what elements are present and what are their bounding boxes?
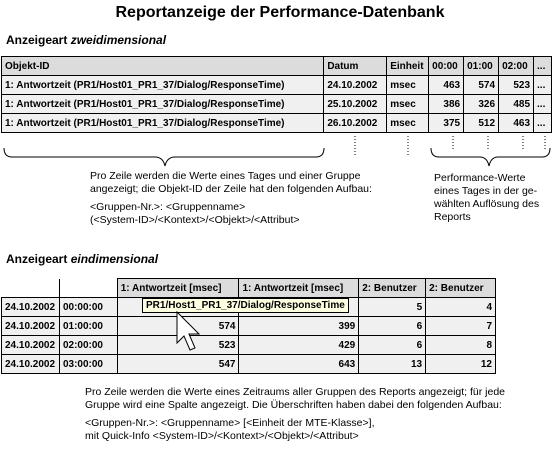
cell-value: 463 <box>428 75 465 95</box>
desc-line: Gruppe wird eine Spalte angezeigt. Die Ü… <box>85 399 502 411</box>
desc-line: Pro Zeile werden die Werte eines Zeitrau… <box>85 386 506 398</box>
brace-values <box>430 147 551 167</box>
col-header-group2-b[interactable]: 2: Benutzer <box>425 278 496 298</box>
col-header-0100[interactable]: 01:00 <box>463 56 500 76</box>
desc-one-dim: Pro Zeile werden die Werte eines Zeitrau… <box>85 386 505 443</box>
section-heading-two-dim: Anzeigeart zweidimensional <box>6 33 166 47</box>
cell-date: 24.10.2002 <box>1 297 60 317</box>
two-dim-table: Objekt-ID Datum Einheit 00:00 01:00 02:0… <box>0 56 552 133</box>
desc-line: <Gruppen-Nr.>: <Gruppenname> [<Einheit d… <box>85 417 375 429</box>
col-header-more[interactable]: ... <box>533 56 552 76</box>
cell-value: 523 <box>498 75 535 95</box>
cell-value: 7 <box>425 316 496 336</box>
brace-object-id <box>3 147 325 167</box>
mouse-pointer-icon <box>176 310 201 351</box>
col-header-group2-a[interactable]: 2: Benutzer <box>358 278 427 298</box>
table-row[interactable]: 24.10.2002 03:00:00 547 643 13 12 <box>1 354 496 374</box>
cell-more: ... <box>533 94 552 114</box>
desc-two-dim-right: Performance-Werte eines Tages in der ge-… <box>434 172 539 224</box>
section-heading-one-dim: Anzeigeart eindimensional <box>6 252 158 266</box>
cell-value: 12 <box>425 354 496 374</box>
cell-value: 6 <box>358 335 427 355</box>
cell-time: 03:00:00 <box>58 354 118 374</box>
quick-info-tooltip: PR1/Host1_PR1_37/Dialog/ResponseTime <box>142 298 349 313</box>
section-heading-emph: eindimensional <box>70 252 159 266</box>
desc-line: Reports <box>434 211 471 223</box>
col-header-0200[interactable]: 02:00 <box>498 56 535 76</box>
table-row[interactable]: 1: Antwortzeit (PR1/Host01_PR1_37/Dialog… <box>0 94 552 114</box>
desc-line: angezeigt; die Objekt-ID der Zeile hat d… <box>90 183 372 195</box>
col-header-group1-b[interactable]: 1: Antwortzeit [msec] <box>238 278 360 298</box>
cell-object-id: 1: Antwortzeit (PR1/Host01_PR1_37/Dialog… <box>0 113 325 133</box>
cell-date: 25.10.2002 <box>323 94 388 114</box>
section-heading-emph: zweidimensional <box>70 33 167 47</box>
cell-unit: msec <box>386 113 430 133</box>
cell-value: 8 <box>425 335 496 355</box>
desc-line: (<System-ID>/<Kontext>/<Objekt>/<Attribu… <box>90 214 300 226</box>
cell-value: 326 <box>463 94 500 114</box>
section-heading-prefix: Anzeigeart <box>6 252 71 266</box>
cell-value: 375 <box>428 113 465 133</box>
cell-time: 00:00:00 <box>58 297 118 317</box>
desc-line: <Gruppen-Nr.>: <Gruppenname> <box>90 201 246 213</box>
cell-more: ... <box>533 113 552 133</box>
section-heading-prefix: Anzeigeart <box>6 33 71 47</box>
desc-line: Performance-Werte <box>434 172 526 184</box>
cell-value: 13 <box>358 354 427 374</box>
page-title: Reportanzeige der Performance-Datenbank <box>115 4 445 21</box>
desc-line: Pro Zeile werden die Werte eines Tages u… <box>90 170 361 182</box>
table-row[interactable]: 1: Antwortzeit (PR1/Host01_PR1_37/Dialog… <box>0 75 552 95</box>
table-row[interactable]: 24.10.2002 02:00:00 523 429 6 8 <box>1 335 496 355</box>
table-row[interactable]: 1: Antwortzeit (PR1/Host01_PR1_37/Dialog… <box>0 113 552 133</box>
cell-value: 463 <box>498 113 535 133</box>
cell-value: 512 <box>463 113 500 133</box>
col-header-object-id[interactable]: Objekt-ID <box>0 56 325 76</box>
cell-date: 24.10.2002 <box>1 354 60 374</box>
cell-value: 643 <box>238 354 360 374</box>
cell-value: 547 <box>116 354 240 374</box>
cell-value: 5 <box>358 297 427 317</box>
desc-two-dim-left: Pro Zeile werden die Werte eines Tages u… <box>90 170 372 227</box>
desc-line: wählten Auflösung des <box>434 198 540 210</box>
cell-value: 386 <box>428 94 465 114</box>
desc-line: mit Quick-Info <System-ID>/<Kontext>/<Ob… <box>85 430 359 442</box>
cell-time: 02:00:00 <box>58 335 118 355</box>
cell-unit: msec <box>386 75 430 95</box>
cell-object-id: 1: Antwortzeit (PR1/Host01_PR1_37/Dialog… <box>0 94 325 114</box>
cell-value: 6 <box>358 316 427 336</box>
desc-line: eines Tages in der ge- <box>434 185 538 197</box>
cell-date: 26.10.2002 <box>323 113 388 133</box>
cell-time: 01:00:00 <box>58 316 118 336</box>
cell-value: 574 <box>463 75 500 95</box>
cell-value: 485 <box>498 94 535 114</box>
col-header-0000[interactable]: 00:00 <box>428 56 465 76</box>
cell-object-id: 1: Antwortzeit (PR1/Host01_PR1_37/Dialog… <box>0 75 325 95</box>
